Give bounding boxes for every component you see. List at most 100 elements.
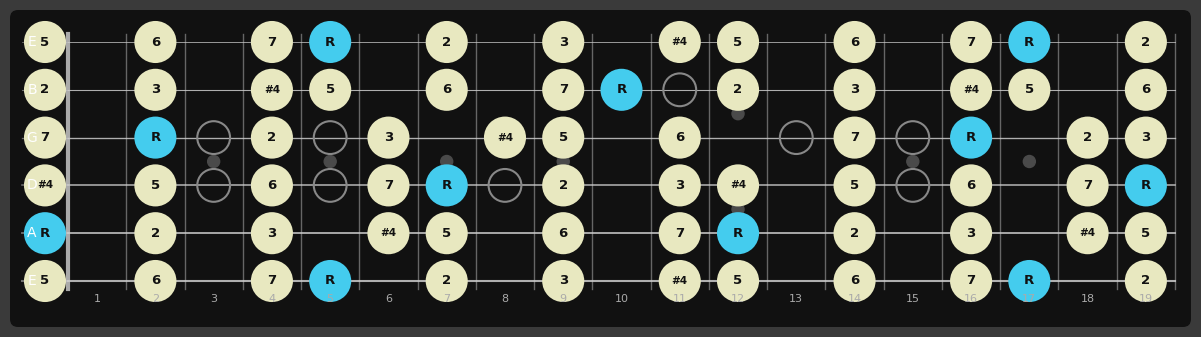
Circle shape: [24, 69, 66, 111]
Text: 19: 19: [1139, 294, 1153, 304]
Circle shape: [717, 164, 759, 207]
Text: 7: 7: [850, 131, 859, 144]
Text: 16: 16: [964, 294, 978, 304]
Circle shape: [309, 69, 351, 111]
Circle shape: [717, 21, 759, 63]
Text: #4: #4: [671, 37, 688, 47]
Text: #4: #4: [963, 85, 979, 95]
Circle shape: [658, 21, 701, 63]
Text: 7: 7: [967, 35, 975, 49]
Circle shape: [24, 21, 66, 63]
Text: #4: #4: [37, 180, 53, 190]
Text: 7: 7: [268, 275, 276, 287]
Text: 5: 5: [327, 294, 334, 304]
Circle shape: [542, 164, 584, 207]
Text: A: A: [28, 226, 37, 240]
Circle shape: [135, 117, 177, 159]
Circle shape: [733, 203, 745, 215]
Text: 3: 3: [151, 83, 160, 96]
Text: 11: 11: [673, 294, 687, 304]
Circle shape: [950, 117, 992, 159]
Circle shape: [135, 164, 177, 207]
Circle shape: [542, 212, 584, 254]
Text: 7: 7: [1083, 179, 1092, 192]
Circle shape: [717, 69, 759, 111]
Text: 5: 5: [442, 227, 452, 240]
Text: 2: 2: [442, 275, 452, 287]
Text: 7: 7: [443, 294, 450, 304]
Text: 5: 5: [325, 83, 335, 96]
Circle shape: [1066, 212, 1109, 254]
Circle shape: [717, 260, 759, 302]
Circle shape: [324, 155, 336, 167]
Text: 14: 14: [848, 294, 861, 304]
Text: D: D: [26, 178, 37, 192]
Circle shape: [658, 164, 701, 207]
Circle shape: [425, 164, 467, 207]
Text: E: E: [28, 274, 36, 288]
Text: 3: 3: [1141, 131, 1151, 144]
Text: #4: #4: [671, 276, 688, 286]
Text: #4: #4: [497, 132, 513, 143]
Text: 5: 5: [558, 131, 568, 144]
Circle shape: [251, 69, 293, 111]
Text: 1: 1: [94, 294, 101, 304]
Text: #4: #4: [1080, 228, 1095, 238]
Text: #4: #4: [730, 180, 746, 190]
Text: 2: 2: [1141, 35, 1151, 49]
Circle shape: [309, 21, 351, 63]
Circle shape: [1125, 212, 1167, 254]
Text: 13: 13: [789, 294, 803, 304]
Circle shape: [135, 21, 177, 63]
Circle shape: [833, 21, 876, 63]
Text: 2: 2: [151, 227, 160, 240]
Circle shape: [1066, 117, 1109, 159]
Text: 5: 5: [734, 35, 742, 49]
Text: #4: #4: [381, 228, 396, 238]
Text: 6: 6: [151, 35, 160, 49]
Text: 15: 15: [906, 294, 920, 304]
Text: 2: 2: [268, 131, 276, 144]
Text: 6: 6: [268, 179, 276, 192]
Circle shape: [833, 212, 876, 254]
Text: 2: 2: [151, 294, 159, 304]
Circle shape: [717, 212, 759, 254]
Circle shape: [950, 69, 992, 111]
Circle shape: [1125, 164, 1167, 207]
Circle shape: [24, 117, 66, 159]
Text: 7: 7: [268, 35, 276, 49]
Text: 5: 5: [151, 179, 160, 192]
Text: 18: 18: [1081, 294, 1094, 304]
Text: R: R: [40, 227, 50, 240]
Circle shape: [251, 164, 293, 207]
Circle shape: [733, 108, 745, 120]
Text: 5: 5: [734, 275, 742, 287]
Text: 6: 6: [386, 294, 392, 304]
Circle shape: [135, 69, 177, 111]
Text: 7: 7: [384, 179, 393, 192]
Circle shape: [441, 155, 453, 167]
Text: R: R: [442, 179, 452, 192]
Text: #4: #4: [264, 85, 280, 95]
Text: 6: 6: [442, 83, 452, 96]
Text: G: G: [26, 131, 37, 145]
Circle shape: [658, 117, 701, 159]
Circle shape: [251, 117, 293, 159]
Text: 3: 3: [675, 179, 685, 192]
Circle shape: [24, 164, 66, 207]
Circle shape: [135, 260, 177, 302]
Text: 6: 6: [675, 131, 685, 144]
Text: 3: 3: [850, 83, 859, 96]
Circle shape: [368, 117, 410, 159]
Text: R: R: [325, 35, 335, 49]
Circle shape: [600, 69, 643, 111]
Text: 2: 2: [558, 179, 568, 192]
Text: 5: 5: [41, 35, 49, 49]
Circle shape: [950, 260, 992, 302]
Text: 6: 6: [850, 275, 859, 287]
Text: 5: 5: [1024, 83, 1034, 96]
Circle shape: [542, 69, 584, 111]
Text: 5: 5: [1141, 227, 1151, 240]
Circle shape: [368, 212, 410, 254]
Circle shape: [557, 155, 569, 167]
